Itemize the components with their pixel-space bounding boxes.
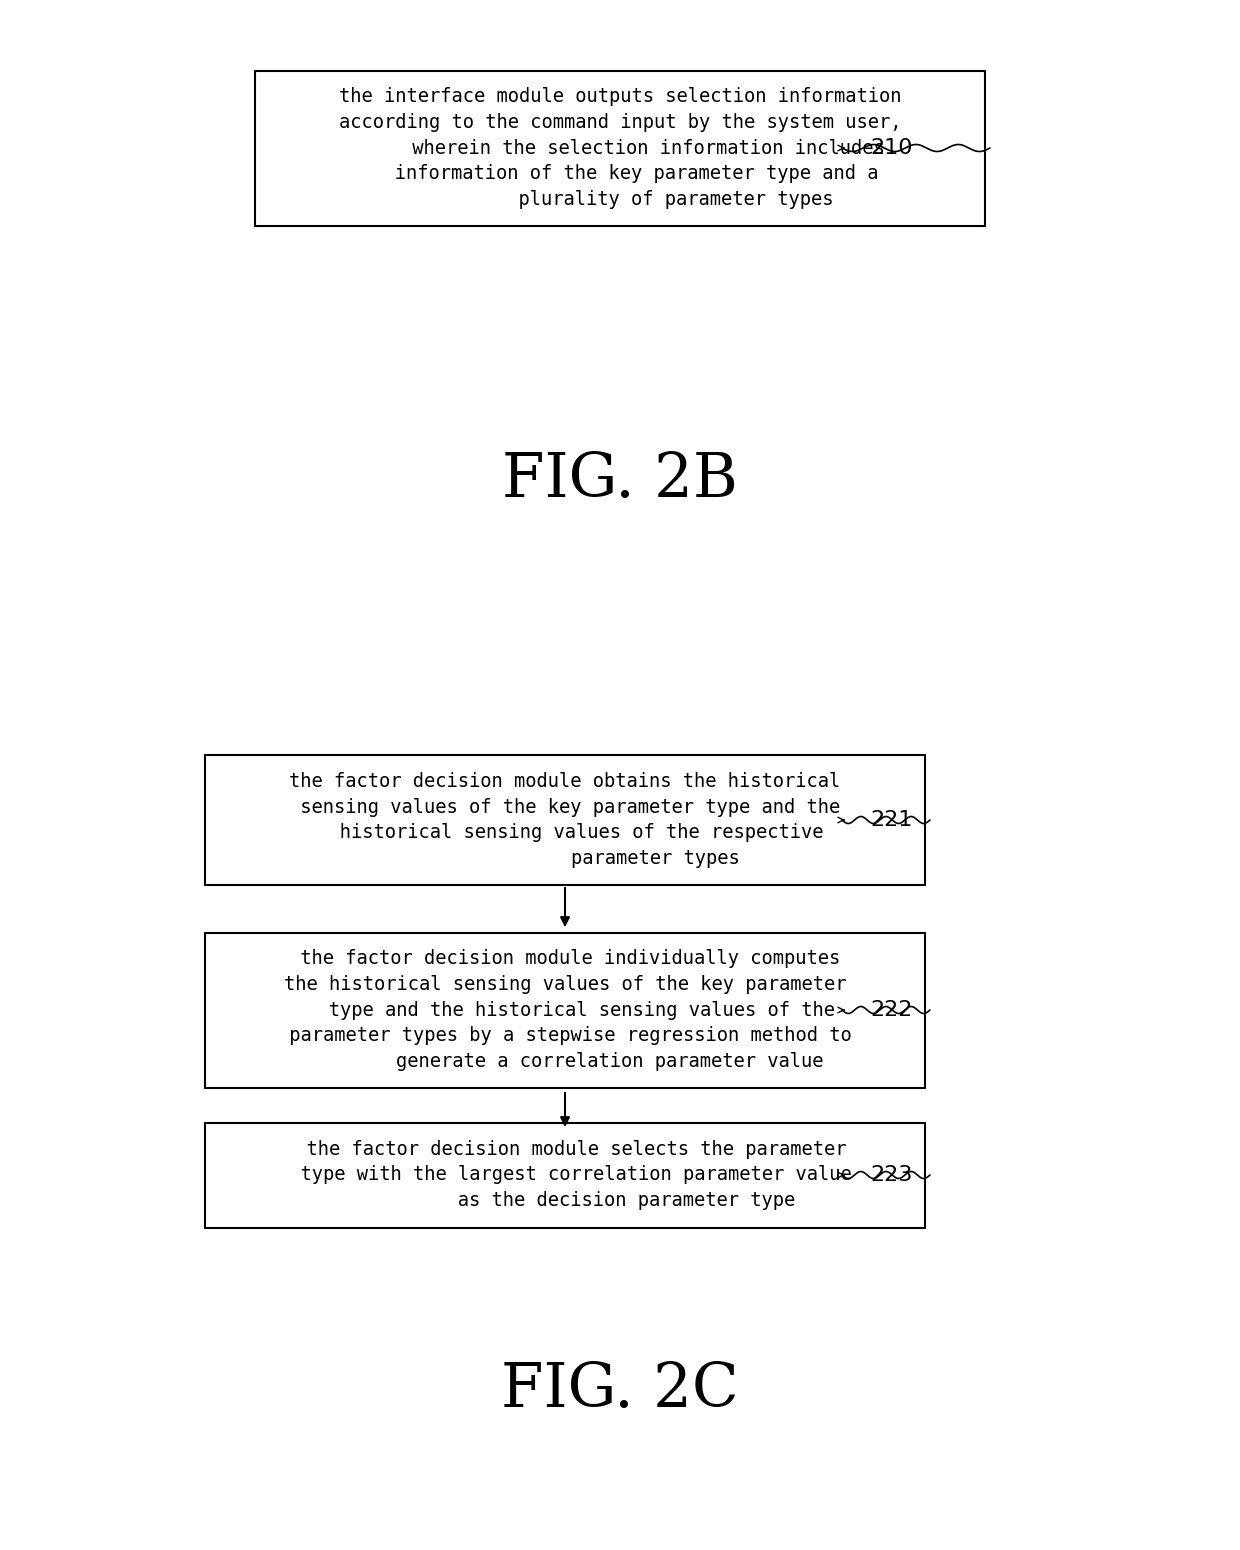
Bar (255, 70, 985, 225)
Text: 223: 223 (870, 1166, 913, 1186)
Bar (205, 1122, 925, 1228)
Bar (205, 755, 925, 885)
Text: 221: 221 (870, 811, 913, 829)
Text: the interface module outputs selection information
according to the command inpu: the interface module outputs selection i… (339, 87, 901, 209)
Text: the factor decision module individually computes
the historical sensing values o: the factor decision module individually … (278, 949, 852, 1071)
Text: FIG. 2B: FIG. 2B (502, 449, 738, 510)
Text: the factor decision module obtains the historical
 sensing values of the key par: the factor decision module obtains the h… (289, 772, 841, 868)
Text: FIG. 2C: FIG. 2C (501, 1359, 739, 1420)
Text: 210: 210 (870, 138, 913, 158)
Bar (205, 933, 925, 1088)
Text: the factor decision module selects the parameter
  type with the largest correla: the factor decision module selects the p… (278, 1139, 852, 1211)
Text: 222: 222 (870, 1000, 913, 1020)
